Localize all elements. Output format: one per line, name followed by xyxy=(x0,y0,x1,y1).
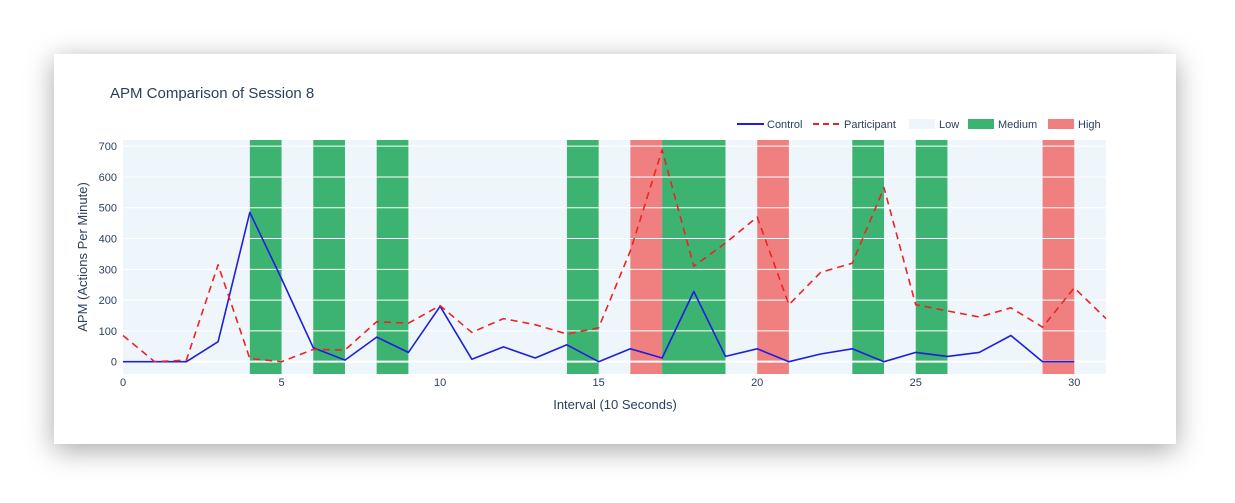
x-tick-label: 25 xyxy=(910,377,922,389)
band-medium-6 xyxy=(915,140,948,374)
legend-label-low: Low xyxy=(939,119,959,131)
y-tick-label: 600 xyxy=(99,172,117,184)
series-lines xyxy=(122,149,1107,363)
legend-swatch-low xyxy=(909,119,935,129)
chart-card: APM Comparison of Session 8 0 5 10 15 20 25 30… xyxy=(54,54,1176,444)
legend-label-participant: Participant xyxy=(844,119,896,131)
band-medium-0 xyxy=(249,140,282,374)
y-tick-label: 200 xyxy=(99,295,117,307)
chart-title: APM Comparison of Session 8 xyxy=(110,85,314,102)
band-high-0 xyxy=(630,140,663,374)
y-tick-label: 0 xyxy=(111,357,117,369)
band-high-2 xyxy=(1042,140,1075,374)
legend-label-control: Control xyxy=(767,119,802,131)
y-axis: 0 100 200 300 400 500 600 700 xyxy=(99,141,117,369)
x-tick-label: 5 xyxy=(278,377,284,389)
band-medium-3 xyxy=(566,140,599,374)
band-medium-2 xyxy=(376,140,409,374)
legend: Control Participant Low Medium High xyxy=(737,119,1101,131)
x-axis-title: Interval (10 Seconds) xyxy=(553,397,677,412)
band-layer xyxy=(249,140,1075,374)
band-medium-1 xyxy=(313,140,345,374)
y-tick-label: 100 xyxy=(99,326,117,338)
y-axis-title: APM (Actions Per Minute) xyxy=(75,182,90,332)
series-line-control xyxy=(123,211,1075,363)
band-medium-5 xyxy=(852,140,885,374)
legend-label-medium: Medium xyxy=(998,119,1037,131)
legend-swatch-high xyxy=(1048,119,1074,129)
y-tick-label: 700 xyxy=(99,141,117,153)
y-tick-label: 400 xyxy=(99,234,117,246)
legend-label-high: High xyxy=(1078,119,1101,131)
series-line-participant xyxy=(122,149,1107,363)
x-tick-label: 20 xyxy=(751,377,763,389)
y-tick-label: 300 xyxy=(99,264,117,276)
x-tick-label: 30 xyxy=(1068,377,1080,389)
x-tick-label: 0 xyxy=(120,377,126,389)
band-high-1 xyxy=(757,140,789,374)
legend-swatch-medium xyxy=(968,119,994,129)
y-tick-label: 500 xyxy=(99,203,117,215)
x-tick-label: 10 xyxy=(434,377,446,389)
apm-chart: APM Comparison of Session 8 0 5 10 15 20 25 30… xyxy=(75,85,1107,412)
x-tick-label: 15 xyxy=(593,377,605,389)
x-axis: 0 5 10 15 20 25 30 xyxy=(120,377,1080,389)
gridlines xyxy=(123,145,1106,363)
